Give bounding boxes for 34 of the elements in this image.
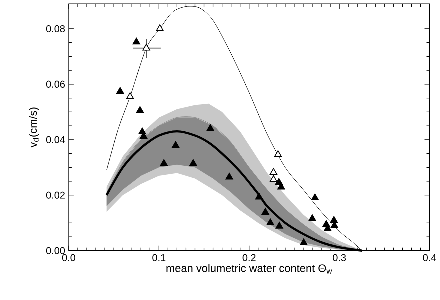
point [262, 208, 270, 216]
point [156, 24, 164, 32]
point [270, 176, 278, 182]
point [190, 159, 198, 166]
x-axis-title: mean volumetric water content Θ$_{w}$ [166, 264, 332, 274]
point [226, 173, 234, 180]
point [255, 193, 264, 200]
point [266, 218, 274, 226]
point [270, 168, 278, 176]
y-tick-label: 0.04 [46, 136, 66, 144]
point [311, 194, 320, 201]
point [136, 106, 144, 114]
point [206, 124, 214, 132]
point [160, 159, 168, 166]
x-tick-label: 0.0 [62, 254, 76, 262]
point [142, 44, 150, 51]
point [300, 238, 308, 246]
point [132, 38, 140, 45]
x-tick-label: 0.4 [423, 254, 436, 262]
y-tick-label: 0.08 [46, 26, 66, 33]
y-tick-label: 0.06 [46, 80, 66, 88]
point [126, 92, 134, 100]
x-tick-label: 0.1 [152, 254, 166, 262]
point [330, 216, 338, 224]
point [308, 214, 316, 222]
point [274, 150, 282, 158]
point [276, 222, 284, 229]
y-tick-label: 0.02 [46, 192, 65, 199]
y-axis-title: v$_{d}$(cm/s) [29, 108, 40, 148]
x-tick-label: 0.3 [333, 254, 346, 262]
y-tick-label: 0.00 [46, 247, 66, 254]
point [116, 87, 124, 94]
x-tick-label: 0.2 [242, 254, 256, 262]
point [172, 141, 180, 148]
